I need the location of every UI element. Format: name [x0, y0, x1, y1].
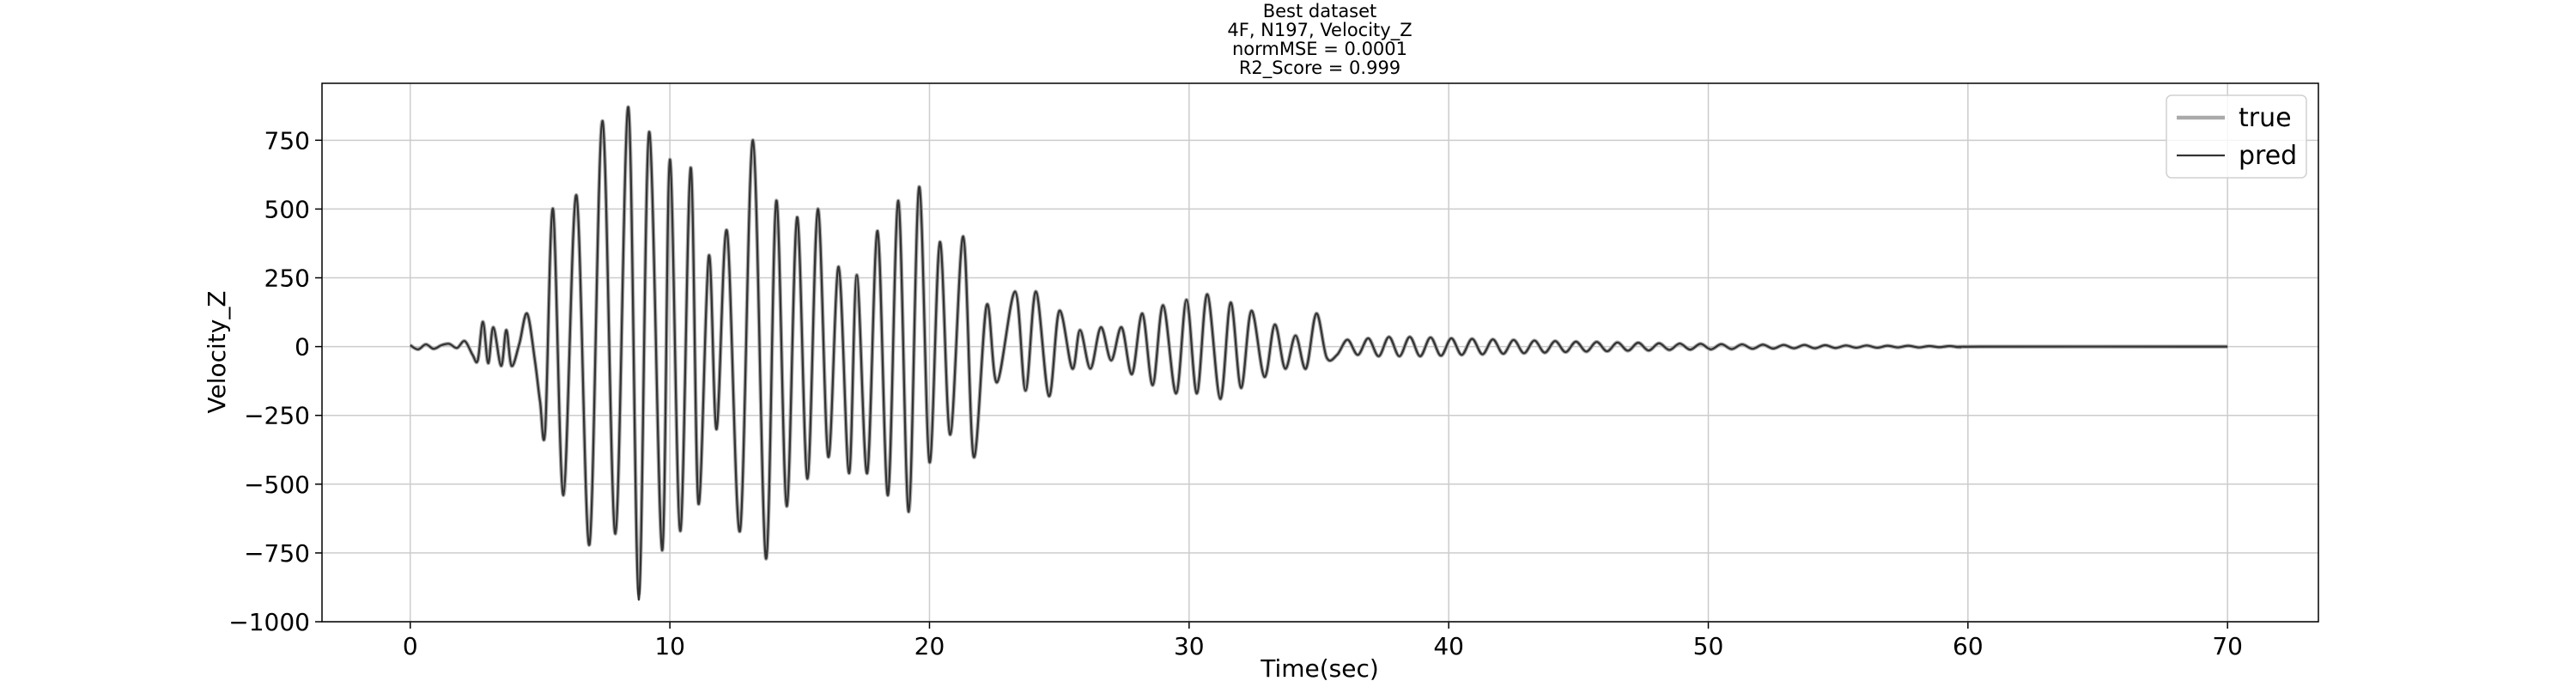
x-tick-label: 60 — [1953, 632, 1984, 660]
series-line — [410, 106, 2228, 601]
title-line: 4F, N197, Velocity_Z — [1227, 20, 1412, 41]
series-line — [409, 105, 2228, 597]
y-tick-label: 0 — [295, 333, 310, 362]
y-tick-label: 500 — [264, 195, 310, 223]
y-tick-label: −750 — [244, 539, 310, 568]
y-tick-label: 750 — [264, 126, 310, 155]
x-tick-label: 30 — [1174, 632, 1205, 660]
x-tick-label: 20 — [914, 632, 945, 660]
y-tick-label: −1000 — [228, 608, 310, 636]
legend-label: pred — [2239, 141, 2297, 171]
title-line: normMSE = 0.0001 — [1232, 39, 1407, 59]
x-tick-label: 50 — [1693, 632, 1724, 660]
y-tick-label: 250 — [264, 264, 310, 293]
legend-label: true — [2239, 103, 2292, 133]
title-line: Best dataset — [1263, 1, 1377, 21]
x-tick-label: 40 — [1433, 632, 1464, 660]
x-tick-label: 0 — [403, 632, 418, 660]
x-tick-label: 70 — [2212, 632, 2243, 660]
title-line: R2_Score = 0.999 — [1239, 58, 1400, 79]
x-tick-label: 10 — [654, 632, 685, 660]
plot-frame — [321, 82, 2319, 623]
x-axis-label: Time(sec) — [1260, 654, 1379, 683]
y-tick-label: −250 — [244, 402, 310, 430]
y-axis-label: Velocity_Z — [203, 290, 231, 413]
y-tick-label: −500 — [244, 471, 310, 499]
